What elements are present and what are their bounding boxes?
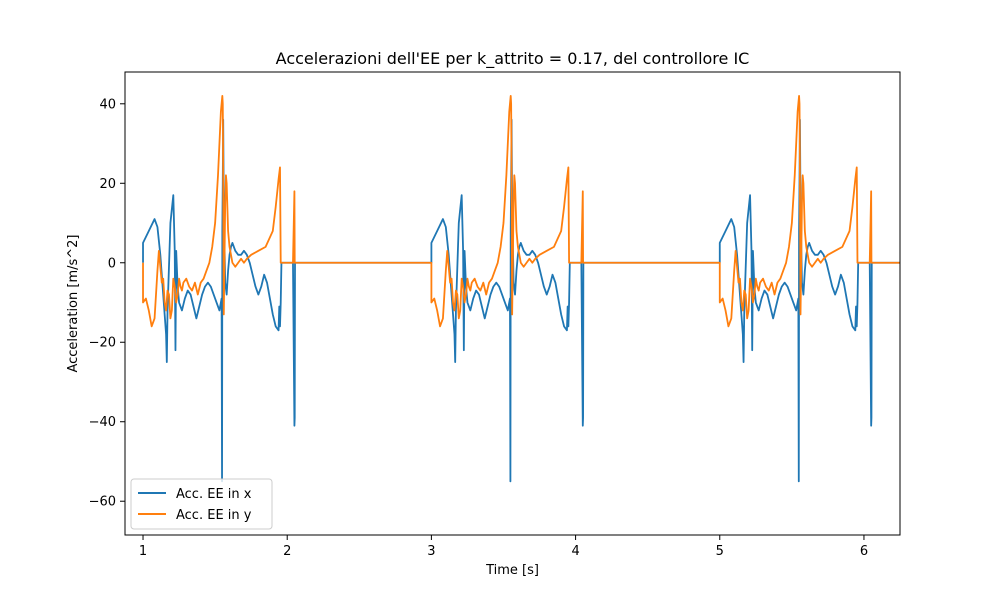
y-axis-label: Acceleration [m/s^2] bbox=[66, 234, 81, 372]
y-tick-label: −20 bbox=[89, 336, 116, 351]
chart-title: Accelerazioni dell'EE per k_attrito = 0.… bbox=[276, 49, 750, 69]
y-tick-label: 0 bbox=[108, 256, 116, 271]
y-axis: −60 −40 −20 0 20 40 bbox=[89, 97, 125, 510]
legend-label-y: Acc. EE in y bbox=[176, 508, 252, 523]
x-tick-label: 5 bbox=[716, 544, 724, 559]
legend-label-x: Acc. EE in x bbox=[176, 487, 252, 502]
legend-box bbox=[130, 478, 273, 530]
x-tick-label: 2 bbox=[283, 544, 291, 559]
plot-frame bbox=[124, 71, 901, 536]
x-axis-label: Time [s] bbox=[485, 563, 539, 578]
y-tick-label: 40 bbox=[99, 97, 116, 112]
y-tick-label: 20 bbox=[99, 177, 116, 192]
legend: Acc. EE in x Acc. EE in y bbox=[130, 478, 273, 530]
y-tick-label: −40 bbox=[89, 415, 116, 430]
x-tick-label: 4 bbox=[571, 544, 579, 559]
x-tick-label: 3 bbox=[427, 544, 435, 559]
series-layer bbox=[142, 94, 900, 483]
x-tick-label: 6 bbox=[860, 544, 868, 559]
series-line-y bbox=[142, 94, 900, 328]
x-tick-label: 1 bbox=[139, 544, 147, 559]
y-tick-label: −60 bbox=[89, 495, 116, 510]
x-axis: 1 2 3 4 5 6 bbox=[139, 535, 868, 559]
